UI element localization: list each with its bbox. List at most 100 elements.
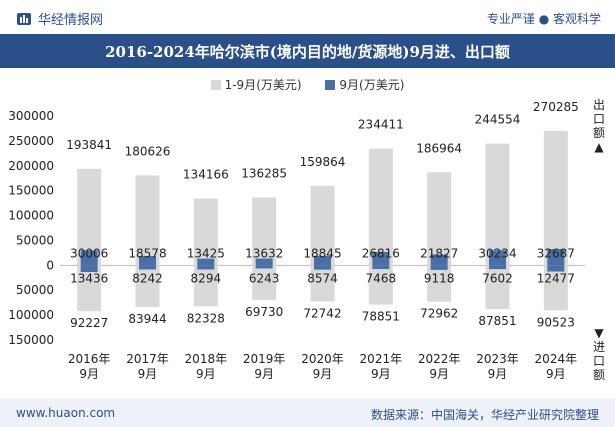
x-tick-label: 2024年 9月 [535, 352, 578, 381]
x-tick-label-line: 9月 [196, 367, 216, 381]
data-label-cumulative-import: 78851 [362, 310, 400, 324]
x-tick-label-line: 9月 [488, 367, 508, 381]
x-tick-label-line: 2022年 [418, 352, 461, 366]
data-label-cumulative-export: 270285 [533, 100, 579, 114]
bar-monthly-export [197, 258, 215, 266]
x-tick-label: 2016年 9月 [68, 352, 111, 381]
y-tick-label: 0 [46, 258, 54, 272]
footer-source: 数据来源：中国海关，华经产业研究院整理 [370, 408, 599, 422]
data-label-monthly-export: 18845 [303, 246, 341, 260]
bar-cumulative-export [368, 148, 393, 266]
bar-cumulative-export [310, 185, 335, 266]
data-label-monthly-import: 13436 [70, 271, 108, 285]
tagline: 专业严谨 ● 客观科学 [486, 12, 601, 26]
data-label-monthly-import: 7468 [366, 271, 397, 285]
bar-cumulative-import [368, 265, 393, 305]
data-label-monthly-export: 26816 [362, 246, 400, 260]
bar-cumulative-import [252, 265, 277, 301]
x-tick-label: 2023年 9月 [476, 352, 519, 381]
data-label-cumulative-import: 87851 [478, 314, 516, 328]
x-tick-label-line: 9月 [429, 367, 449, 381]
bar-cumulative-import [427, 265, 452, 302]
x-tick-label: 2021年 9月 [360, 352, 403, 381]
x-tick-label-line: 9月 [138, 367, 158, 381]
legend-swatch-monthly [325, 80, 336, 90]
brand: 华经情报网 [16, 9, 103, 28]
y-tick-label: 100000 [8, 308, 54, 322]
bar-monthly-import [489, 265, 506, 270]
bar-cumulative-export [252, 197, 277, 266]
chart-title: 2016-2024年哈尔滨市(境内目的地/货源地)9月进、出口额 [105, 43, 510, 61]
y-tick-label: 50000 [16, 233, 54, 247]
data-label-monthly-export: 13632 [245, 246, 283, 260]
x-tick-label-line: 2021年 [360, 352, 403, 366]
data-label-cumulative-export: 134166 [183, 168, 229, 182]
bar-monthly-export [139, 256, 156, 266]
x-tick-label: 2019年 9月 [243, 352, 286, 381]
x-tick-label-line: 2017年 [126, 352, 169, 366]
x-tick-label-line: 2016年 [68, 352, 111, 366]
bar-cumulative-export [77, 168, 102, 266]
bar-cumulative-import [135, 265, 160, 308]
x-tick-label-line: 2019年 [243, 352, 286, 366]
bar-monthly-export [430, 254, 448, 266]
title-bar: 2016-2024年哈尔滨市(境内目的地/货源地)9月进、出口额 [0, 34, 615, 68]
data-label-monthly-import: 6243 [249, 271, 280, 285]
x-tick-label: 2022年 9月 [418, 352, 461, 381]
import-side-label: ▼进口额 [592, 326, 605, 382]
bar-monthly-export [80, 250, 98, 266]
x-tick-label-line: 2024年 [535, 352, 578, 366]
data-label-cumulative-export: 180626 [125, 144, 171, 158]
bar-cumulative-export [543, 130, 568, 266]
data-label-monthly-export: 30006 [70, 246, 108, 260]
bar-cumulative-export [135, 175, 160, 266]
legend-swatch-cumulative [210, 80, 221, 90]
data-label-monthly-import: 9118 [424, 271, 455, 285]
bar-monthly-export [547, 249, 565, 266]
x-tick-label-line: 2020年 [301, 352, 344, 366]
y-tick-label: 50000 [16, 283, 54, 297]
bar-monthly-import [197, 265, 215, 270]
x-tick-label-line: 2023年 [476, 352, 519, 366]
bar-cumulative-import [193, 265, 218, 307]
x-tick-label-line: 2018年 [185, 352, 228, 366]
data-label-monthly-export: 30234 [478, 246, 516, 260]
bar-cumulative-export [193, 198, 218, 266]
data-label-monthly-import: 8574 [307, 271, 338, 285]
data-label-cumulative-import: 92227 [70, 316, 108, 330]
bar-monthly-export [255, 258, 273, 266]
x-tick-label-line: 9月 [254, 367, 274, 381]
data-label-cumulative-import: 72962 [420, 307, 458, 321]
bar-monthly-import [80, 265, 98, 273]
data-label-cumulative-import: 72742 [303, 307, 341, 321]
bar-monthly-import [372, 265, 390, 270]
x-tick-label: 2020年 9月 [301, 352, 344, 381]
data-label-cumulative-export: 234411 [358, 118, 404, 132]
data-label-monthly-export: 32687 [537, 246, 575, 260]
data-label-monthly-export: 13425 [187, 246, 225, 260]
bar-cumulative-export [427, 172, 452, 266]
bar-monthly-import [139, 265, 156, 270]
data-label-monthly-import: 12477 [537, 271, 575, 285]
bar-monthly-import [547, 265, 565, 272]
x-tick-label: 2018年 9月 [185, 352, 228, 381]
brand-name: 华经情报网 [38, 13, 104, 28]
x-tick-label-line: 9月 [546, 367, 566, 381]
bar-cumulative-import [543, 265, 568, 311]
legend-item-cumulative: 1-9月(万美元) [210, 78, 302, 92]
footer: www.huaon.com 数据来源：中国海关，华经产业研究院整理 [0, 399, 615, 427]
export-side-label: 出口额▲ [592, 98, 605, 154]
bar-cumulative-import [77, 265, 102, 312]
footer-url[interactable]: www.huaon.com [16, 406, 116, 420]
data-label-cumulative-export: 186964 [416, 141, 462, 155]
data-label-cumulative-export: 159864 [300, 155, 346, 169]
legend-item-monthly: 9月(万美元) [325, 78, 404, 92]
y-tick-label: 200000 [8, 159, 54, 173]
x-tick-label-line: 9月 [371, 367, 391, 381]
bar-cumulative-import [310, 265, 335, 302]
top-bar: 华经情报网 专业严谨 ● 客观科学 [0, 0, 615, 34]
logo-icon [17, 12, 31, 25]
bar-monthly-import [314, 265, 331, 270]
bar-monthly-import [430, 265, 448, 270]
